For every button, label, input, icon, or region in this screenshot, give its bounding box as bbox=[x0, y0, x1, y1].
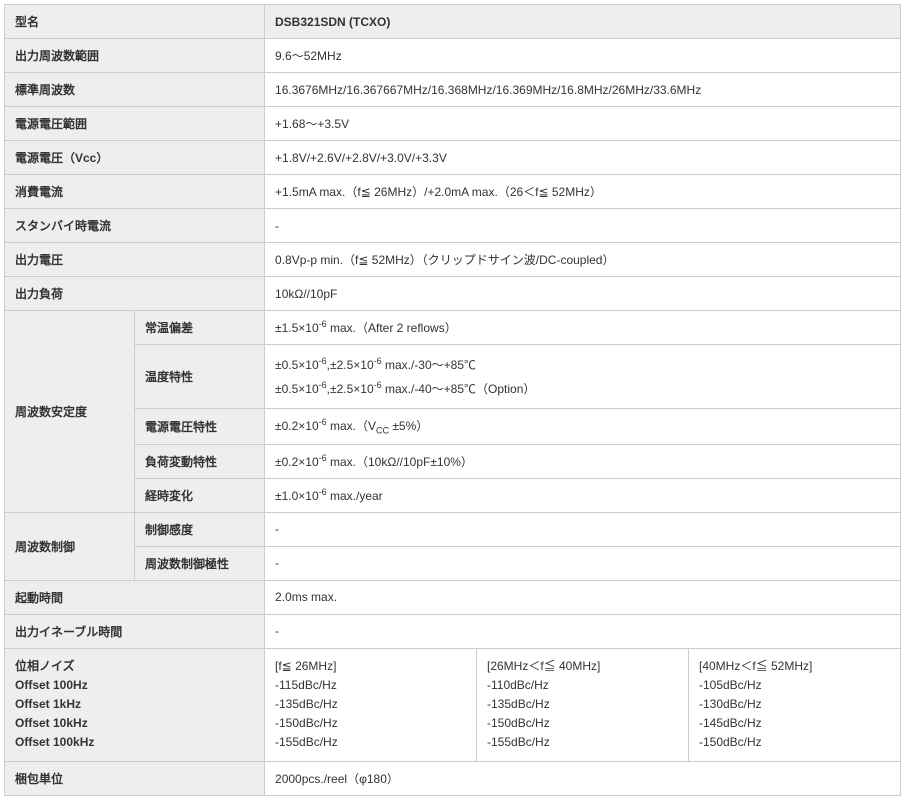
row-sublabel: 経時変化 bbox=[135, 478, 265, 512]
offset-label: Offset 10kHz bbox=[15, 714, 254, 733]
row-label: 型名 bbox=[5, 5, 265, 39]
table-row: 電源電圧特性 ±0.2×10-6 max.（VCC ±5%） bbox=[5, 409, 901, 444]
row-value: 2000pcs./reel（φ180） bbox=[265, 761, 901, 795]
row-value: 9.6〜52MHz bbox=[265, 39, 901, 73]
offset-label: Offset 100kHz bbox=[15, 733, 254, 752]
table-row: 出力イネーブル時間 - bbox=[5, 614, 901, 648]
row-label: 出力電圧 bbox=[5, 243, 265, 277]
row-label: 梱包単位 bbox=[5, 761, 265, 795]
spec-table: 型名 DSB321SDN (TCXO) 出力周波数範囲 9.6〜52MHz 標準… bbox=[4, 4, 901, 796]
offset-label: Offset 100Hz bbox=[15, 676, 254, 695]
row-label: スタンバイ時電流 bbox=[5, 209, 265, 243]
table-row: 起動時間 2.0ms max. bbox=[5, 580, 901, 614]
offset-label: Offset 1kHz bbox=[15, 695, 254, 714]
table-row: 経時変化 ±1.0×10-6 max./year bbox=[5, 478, 901, 512]
row-value: - bbox=[265, 209, 901, 243]
row-sublabel: 電源電圧特性 bbox=[135, 409, 265, 444]
row-sublabel: 負荷変動特性 bbox=[135, 444, 265, 478]
table-row: 出力電圧 0.8Vp-p min.（f≦ 52MHz）（クリップドサイン波/DC… bbox=[5, 243, 901, 277]
row-value: 0.8Vp-p min.（f≦ 52MHz）（クリップドサイン波/DC-coup… bbox=[265, 243, 901, 277]
row-value: +1.8V/+2.6V/+2.8V/+3.0V/+3.3V bbox=[265, 141, 901, 175]
row-sublabel: 常温偏差 bbox=[135, 311, 265, 345]
row-label: 周波数安定度 bbox=[5, 311, 135, 513]
row-label: 消費電流 bbox=[5, 175, 265, 209]
phase-noise-col: [26MHz＜f≦ 40MHz] -110dBc/Hz -135dBc/Hz -… bbox=[477, 648, 689, 761]
table-row: 消費電流 +1.5mA max.（f≦ 26MHz）/+2.0mA max.（2… bbox=[5, 175, 901, 209]
row-value: ±0.2×10-6 max.（VCC ±5%） bbox=[265, 409, 901, 444]
row-label: 周波数制御 bbox=[5, 512, 135, 580]
row-sublabel: 制御感度 bbox=[135, 512, 265, 546]
table-row: 出力周波数範囲 9.6〜52MHz bbox=[5, 39, 901, 73]
table-row: 周波数制御極性 - bbox=[5, 546, 901, 580]
row-value: ±1.0×10-6 max./year bbox=[265, 478, 901, 512]
table-row: 電源電圧範囲 +1.68〜+3.5V bbox=[5, 107, 901, 141]
row-sublabel: 温度特性 bbox=[135, 345, 265, 409]
table-row: 負荷変動特性 ±0.2×10-6 max.（10kΩ//10pF±10%） bbox=[5, 444, 901, 478]
row-label: 標準周波数 bbox=[5, 73, 265, 107]
table-row: 梱包単位 2000pcs./reel（φ180） bbox=[5, 761, 901, 795]
row-label: 電源電圧範囲 bbox=[5, 107, 265, 141]
row-value: 16.3676MHz/16.367667MHz/16.368MHz/16.369… bbox=[265, 73, 901, 107]
row-value: - bbox=[265, 546, 901, 580]
row-value: +1.68〜+3.5V bbox=[265, 107, 901, 141]
row-label: 位相ノイズ Offset 100Hz Offset 1kHz Offset 10… bbox=[5, 648, 265, 761]
row-value: +1.5mA max.（f≦ 26MHz）/+2.0mA max.（26＜f≦ … bbox=[265, 175, 901, 209]
table-row: 標準周波数 16.3676MHz/16.367667MHz/16.368MHz/… bbox=[5, 73, 901, 107]
row-value: ±0.2×10-6 max.（10kΩ//10pF±10%） bbox=[265, 444, 901, 478]
table-row: スタンバイ時電流 - bbox=[5, 209, 901, 243]
table-row: 温度特性 ±0.5×10-6,±2.5×10-6 max./-30〜+85℃±0… bbox=[5, 345, 901, 409]
phase-noise-col: [f≦ 26MHz] -115dBc/Hz -135dBc/Hz -150dBc… bbox=[265, 648, 477, 761]
row-label: 出力負荷 bbox=[5, 277, 265, 311]
row-value: 10kΩ//10pF bbox=[265, 277, 901, 311]
row-label: 出力イネーブル時間 bbox=[5, 614, 265, 648]
table-row: 電源電圧（Vcc） +1.8V/+2.6V/+2.8V/+3.0V/+3.3V bbox=[5, 141, 901, 175]
table-row: 周波数安定度 常温偏差 ±1.5×10-6 max.（After 2 reflo… bbox=[5, 311, 901, 345]
row-value: ±1.5×10-6 max.（After 2 reflows） bbox=[265, 311, 901, 345]
row-value: - bbox=[265, 512, 901, 546]
row-sublabel: 周波数制御極性 bbox=[135, 546, 265, 580]
row-value: - bbox=[265, 614, 901, 648]
row-label: 出力周波数範囲 bbox=[5, 39, 265, 73]
table-row: 型名 DSB321SDN (TCXO) bbox=[5, 5, 901, 39]
row-label: 電源電圧（Vcc） bbox=[5, 141, 265, 175]
table-row: 位相ノイズ Offset 100Hz Offset 1kHz Offset 10… bbox=[5, 648, 901, 761]
row-label: 起動時間 bbox=[5, 580, 265, 614]
phase-noise-col: [40MHz＜f≦ 52MHz] -105dBc/Hz -130dBc/Hz -… bbox=[688, 648, 900, 761]
table-row: 周波数制御 制御感度 - bbox=[5, 512, 901, 546]
row-value: 2.0ms max. bbox=[265, 580, 901, 614]
table-row: 出力負荷 10kΩ//10pF bbox=[5, 277, 901, 311]
row-value: ±0.5×10-6,±2.5×10-6 max./-30〜+85℃±0.5×10… bbox=[265, 345, 901, 409]
phase-noise-label: 位相ノイズ bbox=[15, 657, 254, 676]
row-value: DSB321SDN (TCXO) bbox=[265, 5, 901, 39]
